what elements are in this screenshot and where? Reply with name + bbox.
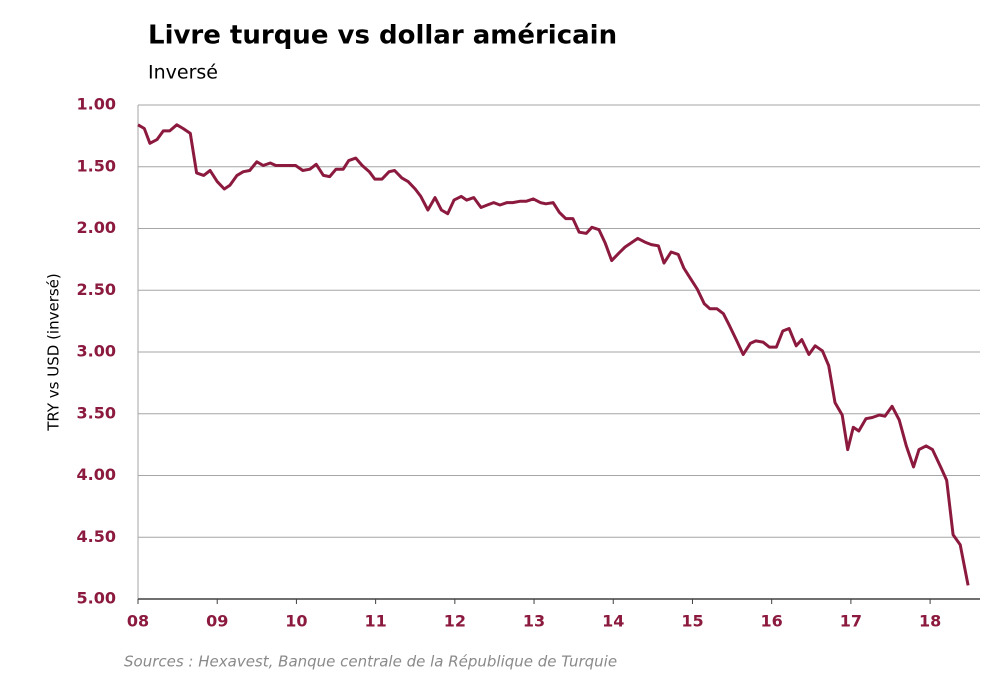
y-tick-label: 4.50 [77, 527, 116, 546]
x-tick-label: 15 [681, 612, 703, 631]
x-tick-label: 10 [285, 612, 307, 631]
x-tick-label: 12 [444, 612, 466, 631]
y-tick-label: 2.00 [77, 218, 116, 237]
x-tick-label: 17 [840, 612, 862, 631]
x-tick-label: 08 [127, 612, 149, 631]
x-tick-label: 13 [523, 612, 545, 631]
y-tick-label: 1.00 [77, 95, 116, 114]
y-axis-label: TRY vs USD (inversé) [45, 273, 63, 432]
y-tick-label: 3.00 [77, 342, 116, 361]
data-line [137, 123, 970, 586]
y-tick-label: 3.50 [77, 403, 116, 422]
chart-subtitle: Inversé [148, 62, 218, 84]
x-tick-label: 09 [206, 612, 228, 631]
x-tick-label: 18 [919, 612, 941, 631]
y-tick-label: 4.00 [77, 465, 116, 484]
chart-title: Livre turque vs dollar américain [148, 21, 617, 51]
y-tick-label: 2.50 [77, 280, 116, 299]
y-tick-label: 5.00 [77, 589, 116, 608]
x-tick-label: 14 [602, 612, 624, 631]
x-tick-label: 16 [761, 612, 783, 631]
source-note: Sources : Hexavest, Banque centrale de l… [124, 653, 617, 671]
x-tick-label: 11 [364, 612, 386, 631]
y-tick-label: 1.50 [77, 156, 116, 175]
